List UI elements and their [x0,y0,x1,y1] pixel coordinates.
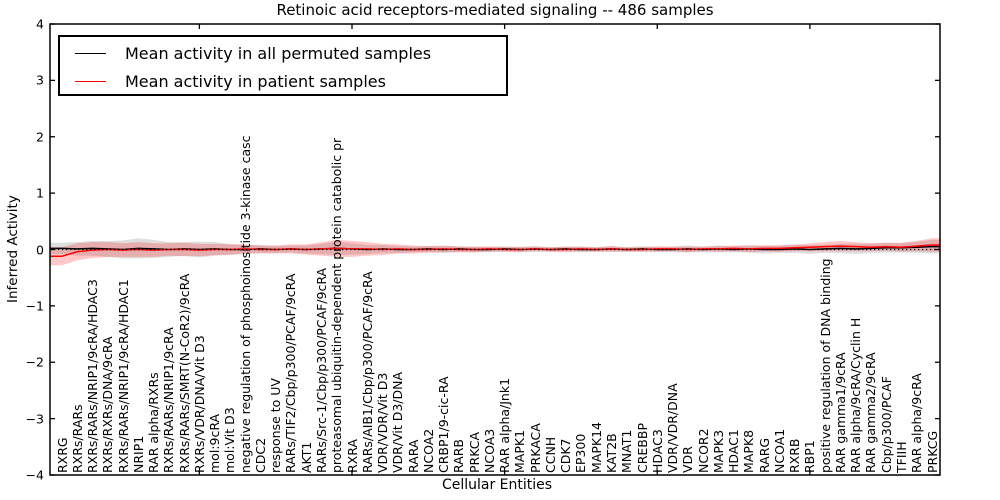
legend-item-patient: Mean activity in patient samples [60,67,506,95]
x-tick-label: RAR alpha/Jnk1 [497,377,513,473]
x-tick-label: MNAT1 [619,429,635,473]
patient-line-swatch-icon [75,80,106,82]
y-tick-label: 2 [36,129,44,145]
x-tick-label: VDR/Vit D3/DNA [390,371,406,473]
x-tick-label: CRBP1/9-cic-RA [436,376,452,473]
x-tick-label: PRKACA [527,423,543,473]
x-tick-label: MAPK1 [512,429,528,473]
x-tick-label: RARB [451,439,467,473]
x-tick-label: RXRs/RARs/NRIP1/9cRA/HDAC1 [115,279,131,473]
x-tick-label: CDK7 [558,438,574,473]
x-tick-label: RXRG [54,437,70,473]
y-tick-label: 1 [36,185,44,201]
x-tick-label: response to UV [268,378,284,473]
x-tick-label: RXRB [787,438,803,473]
y-tick-label: −2 [25,354,44,370]
y-tick-label: 3 [36,72,44,88]
permuted-line-swatch-icon [75,52,106,54]
x-tick-label: RAR alpha/9cRA [909,373,925,473]
x-tick-label: MAPK8 [741,429,757,473]
x-axis-label: Cellular Entities [441,477,553,493]
x-tick-label: NRIP1 [130,435,146,473]
x-tick-label: RXRs/RARs/NRIP1/9cRA [161,327,177,473]
x-tick-label: CDC2 [252,437,268,473]
x-tick-label: NCOR2 [695,428,711,473]
y-tick-label: 0 [36,242,44,258]
x-tick-label: NCOA1 [771,428,787,473]
x-tick-label: RARG [756,437,772,473]
x-tick-label: RAR alpha/9cRA/Cyclin H [848,317,864,473]
x-tick-label: VDR/VDR/Vit D3 [375,372,391,473]
x-tick-label: HDAC3 [649,429,665,473]
y-tick-label: −3 [25,411,44,427]
y-tick-label: −4 [25,467,44,483]
x-tick-label: NCOA3 [481,428,497,473]
x-tick-label: RBP1 [802,440,818,473]
x-tick-label: RAR alpha/RXRs [146,372,162,473]
legend: Mean activity in all permuted samples Me… [58,35,508,96]
legend-label-permuted: Mean activity in all permuted samples [125,43,432,63]
x-tick-label: RXRs/RARs/NRIP1/9cRA/HDAC3 [85,279,101,473]
legend-item-permuted: Mean activity in all permuted samples [60,39,506,67]
x-tick-label: AKT1 [298,441,314,473]
x-tick-label: CCNH [542,436,558,473]
x-tick-label: RXRs/RARs/SMRT(N-CoR2)/9cRA [176,273,192,473]
x-tick-label: RXRs/VDR/DNA/Vit D3 [191,335,207,473]
x-tick-label: RARA [405,439,421,473]
x-tick-label: negative regulation of phosphoinositide … [237,135,253,474]
x-tick-label: mol:Vit D3 [222,407,238,473]
x-tick-label: MAPK3 [710,429,726,473]
x-tick-label: KAT2B [603,433,619,473]
x-tick-label: PRKCA [466,431,482,473]
x-tick-label: PRKCG [924,430,940,473]
x-tick-label: TFIIH [893,441,909,473]
y-tick-label: 4 [36,16,44,32]
x-tick-label: RXRA [344,439,360,473]
x-tick-label: mol:9cRA [207,413,223,473]
x-tick-label: MAPK14 [588,422,604,473]
x-tick-label: Cbp/p300/PCAF [878,376,894,473]
x-tick-label: positive regulation of DNA binding [817,258,833,473]
x-tick-label: RARs/AIB1/Cbp/p300/PCAF/9cRA [359,271,375,473]
y-tick-label: −1 [25,298,44,314]
x-tick-label: EP300 [573,433,589,473]
x-tick-label: RARs/Src-1/Cbp/p300/PCAF/9cRA [313,267,329,473]
x-tick-label: VDR [680,446,696,473]
y-axis-label: Inferred Activity [5,195,21,303]
x-tick-label: RARs/TIF2/Cbp/p300/PCAF/9cRA [283,273,299,473]
x-tick-label: proteasomal ubiquitin-dependent protein … [329,137,345,473]
x-tick-label: RAR gamma2/9cRA [863,352,879,473]
legend-label-patient: Mean activity in patient samples [125,71,386,91]
chart-title: Retinoic acid receptors-mediated signali… [276,1,714,19]
x-tick-label: RAR gamma1/9cRA [832,352,848,473]
x-tick-label: RXRs/RARs [69,404,85,473]
x-tick-label: VDR/VDR/DNA [665,383,681,473]
x-tick-label: CREBBP [634,423,650,473]
x-tick-label: RXRs/RXRs/DNA/9cRA [100,336,116,473]
x-tick-label: NCOA2 [420,428,436,473]
x-tick-label: HDAC1 [726,429,742,473]
